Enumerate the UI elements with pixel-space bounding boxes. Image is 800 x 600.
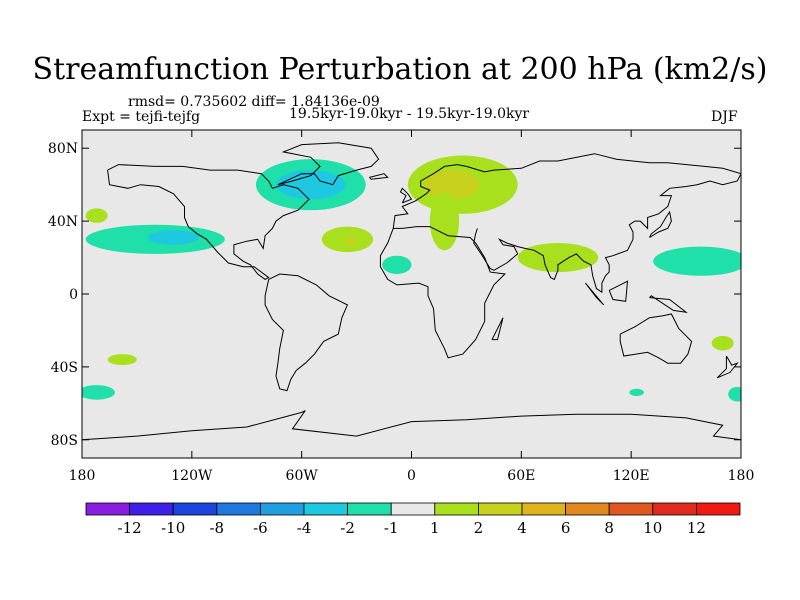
colorbar-box-2 (172, 502, 218, 516)
chart-title: Streamfunction Perturbation at 200 hPa (… (32, 52, 768, 87)
colorbar-box-9 (477, 502, 523, 516)
x-tick-label-0: 180 (69, 468, 96, 484)
coastline-4 (473, 173, 741, 294)
anomaly-patch-3 (424, 170, 480, 200)
x-tick-label-2: 60W (286, 468, 319, 484)
colorbar-label-5: -2 (340, 519, 355, 537)
colorbar-label-10: 6 (561, 519, 571, 537)
y-tick-label-1: 40N (48, 214, 78, 230)
coastline-layer (82, 142, 741, 441)
anomaly-patch-1 (276, 170, 346, 200)
colorbar-label-7: 1 (430, 519, 440, 537)
anomaly-patch-14 (82, 385, 115, 400)
coastline-15 (82, 410, 741, 441)
anomaly-patch-17 (629, 388, 644, 397)
period-label: 19.5kyr-19.0kyr - 19.5kyr-19.0kyr (289, 106, 530, 122)
coastline-9 (585, 282, 605, 306)
colorbar-label-6: -1 (384, 519, 399, 537)
colorbar-box-1 (129, 502, 174, 516)
colorbar-label-13: 12 (687, 519, 706, 537)
coastline-14 (369, 173, 389, 180)
season-label: DJF (711, 109, 738, 125)
coastline-10 (608, 280, 629, 302)
anomaly-patch-11 (517, 242, 599, 273)
y-tick-label-3: 40S (51, 360, 78, 376)
colorbar-box-12 (608, 502, 654, 516)
anomaly-patch-12 (653, 246, 741, 276)
colorbar-label-3: -6 (253, 519, 268, 537)
x-tick-label-3: 0 (407, 468, 416, 484)
colorbar-box-11 (565, 502, 610, 516)
coastline-1 (264, 273, 349, 392)
coastline-3 (392, 153, 741, 229)
coastline-2 (379, 226, 506, 359)
x-tick-label-5: 120E (613, 468, 650, 484)
colorbar-box-6 (347, 502, 392, 516)
colorbar-label-2: -8 (209, 519, 224, 537)
colorbar-label-1: -10 (161, 519, 185, 537)
colorbar-box-14 (696, 502, 741, 516)
colorbar-label-12: 10 (643, 519, 662, 537)
coastline-6 (277, 142, 380, 186)
x-tick-label-4: 60E (507, 468, 535, 484)
colorbar-box-8 (434, 502, 479, 516)
y-tick-label-0: 80N (48, 141, 78, 157)
coastline-11 (649, 295, 688, 313)
stats-line: rmsd= 0.735602 diff= 1.84136e-09 (128, 94, 380, 110)
colorbar-label-0: -12 (118, 519, 142, 537)
colorbar-box-4 (259, 502, 305, 516)
colorbar-box-5 (303, 502, 348, 516)
x-tick-label-1: 120W (171, 468, 213, 484)
colorbar-box-10 (521, 502, 566, 516)
colorbar-label-9: 4 (517, 519, 527, 537)
coastline-8 (649, 210, 672, 238)
colorbar-box-0 (85, 502, 130, 516)
anomaly-patch-13 (107, 354, 137, 366)
anomaly-patch-10 (382, 255, 412, 274)
colorbar-label-11: 8 (604, 519, 614, 537)
coastline-0 (107, 164, 310, 280)
anomaly-layer (82, 155, 741, 402)
colorbar-box-13 (652, 502, 697, 516)
colorbar-box-7 (390, 502, 436, 516)
anomaly-patch-16 (728, 386, 741, 402)
coastline-12 (491, 317, 504, 341)
y-tick-label-4: 80S (51, 433, 78, 449)
anomaly-patch-15 (711, 335, 734, 351)
anomaly-patch-9 (345, 237, 357, 245)
colorbar-box-3 (216, 502, 261, 516)
x-tick-label-6: 180 (728, 468, 755, 484)
y-tick-label-2: 0 (69, 287, 78, 303)
colorbar-label-4: -4 (297, 519, 312, 537)
anomaly-patch-6 (147, 230, 200, 245)
anomaly-patch-4 (429, 191, 460, 251)
coastline-5 (619, 313, 693, 364)
experiment-label: Expt = tejfi-tejfg (82, 109, 201, 125)
coastline-13 (716, 355, 739, 379)
coastline-7 (399, 187, 413, 204)
colorbar-label-8: 2 (474, 519, 484, 537)
anomaly-patch-7 (85, 208, 108, 223)
